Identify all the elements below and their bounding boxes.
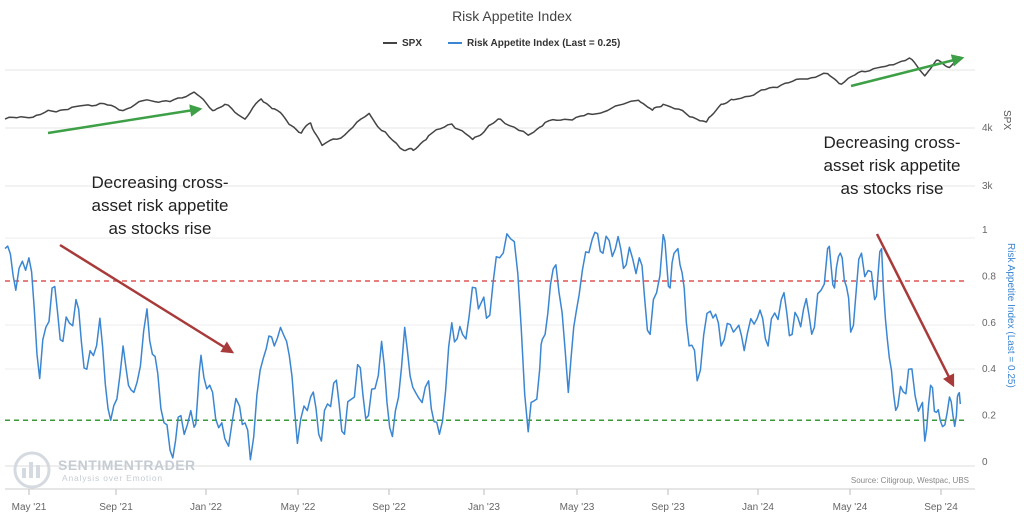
annotation-right-line1: Decreasing cross- — [824, 133, 961, 152]
spx-panel: 4k 3k SPX — [4, 56, 1012, 192]
chart-title: Risk Appetite Index — [452, 8, 572, 24]
annotation-left-line3: as stocks rise — [109, 219, 212, 238]
x-axis-ticks: May '21 Sep '21 Jan '22 May '22 Sep '22 Jan '… — [5, 488, 975, 513]
spx-tick-4k: 4k — [982, 123, 994, 134]
x-tick-label: Sep '22 — [372, 502, 406, 513]
watermark-brand: SENTIMENTRADER — [58, 457, 196, 473]
annotation-left: Decreasing cross- asset risk appetite as… — [91, 173, 228, 238]
annotation-right-line2: asset risk appetite — [823, 156, 960, 175]
risk-y-ticks: 0 0.2 0.4 0.6 0.8 1 — [982, 225, 996, 468]
x-tick-label: Jan '22 — [190, 502, 222, 513]
source-note: Source: Citigroup, Westpac, UBS — [851, 476, 969, 485]
arrow-risk-left-icon — [59, 243, 235, 354]
risk-y-tick: 0.2 — [982, 411, 996, 422]
x-tick-label: May '24 — [833, 502, 868, 513]
risk-y-tick: 0.6 — [982, 318, 996, 329]
x-tick-label: Sep '24 — [924, 502, 958, 513]
legend-label-risk[interactable]: Risk Appetite Index (Last = 0.25) — [467, 38, 620, 49]
spx-axis-title: SPX — [1001, 110, 1012, 130]
legend: SPX Risk Appetite Index (Last = 0.25) — [383, 38, 620, 49]
risk-axis-title: Risk Appetite Index (Last = 0.25) — [1005, 243, 1016, 388]
risk-y-tick: 0.8 — [982, 271, 996, 282]
x-tick-label: Sep '23 — [651, 502, 685, 513]
arrow-risk-right-icon — [875, 233, 955, 388]
annotation-left-line2: asset risk appetite — [91, 196, 228, 215]
x-tick-label: Sep '21 — [99, 502, 133, 513]
arrow-spx-right-icon — [850, 54, 965, 88]
x-tick-label: Jan '24 — [742, 502, 774, 513]
x-tick-label: May '21 — [12, 502, 47, 513]
arrow-spx-left-icon — [47, 104, 203, 135]
legend-label-spx[interactable]: SPX — [402, 38, 422, 49]
spx-series-line — [4, 56, 961, 152]
x-tick-label: May '23 — [560, 502, 595, 513]
annotation-right: Decreasing cross- asset risk appetite as… — [823, 133, 960, 198]
watermark-logo-icon — [13, 451, 51, 489]
annotation-left-line1: Decreasing cross- — [92, 173, 229, 192]
risk-y-tick: 0.4 — [982, 364, 996, 375]
x-tick-label: May '22 — [281, 502, 316, 513]
spx-tick-3k: 3k — [982, 181, 994, 192]
risk-y-tick: 0 — [982, 457, 988, 468]
risk-series-line — [4, 231, 962, 461]
watermark-tagline: Analysis over Emotion — [62, 473, 163, 483]
risk-panel: 0 0.2 0.4 0.6 0.8 1 Risk Appetite Index (Last… — [4, 225, 1016, 468]
x-tick-label: Jan '23 — [468, 502, 500, 513]
annotation-right-line3: as stocks rise — [841, 179, 944, 198]
risk-y-tick: 1 — [982, 225, 988, 236]
watermark: SENTIMENTRADER Analysis over Emotion — [13, 451, 196, 489]
